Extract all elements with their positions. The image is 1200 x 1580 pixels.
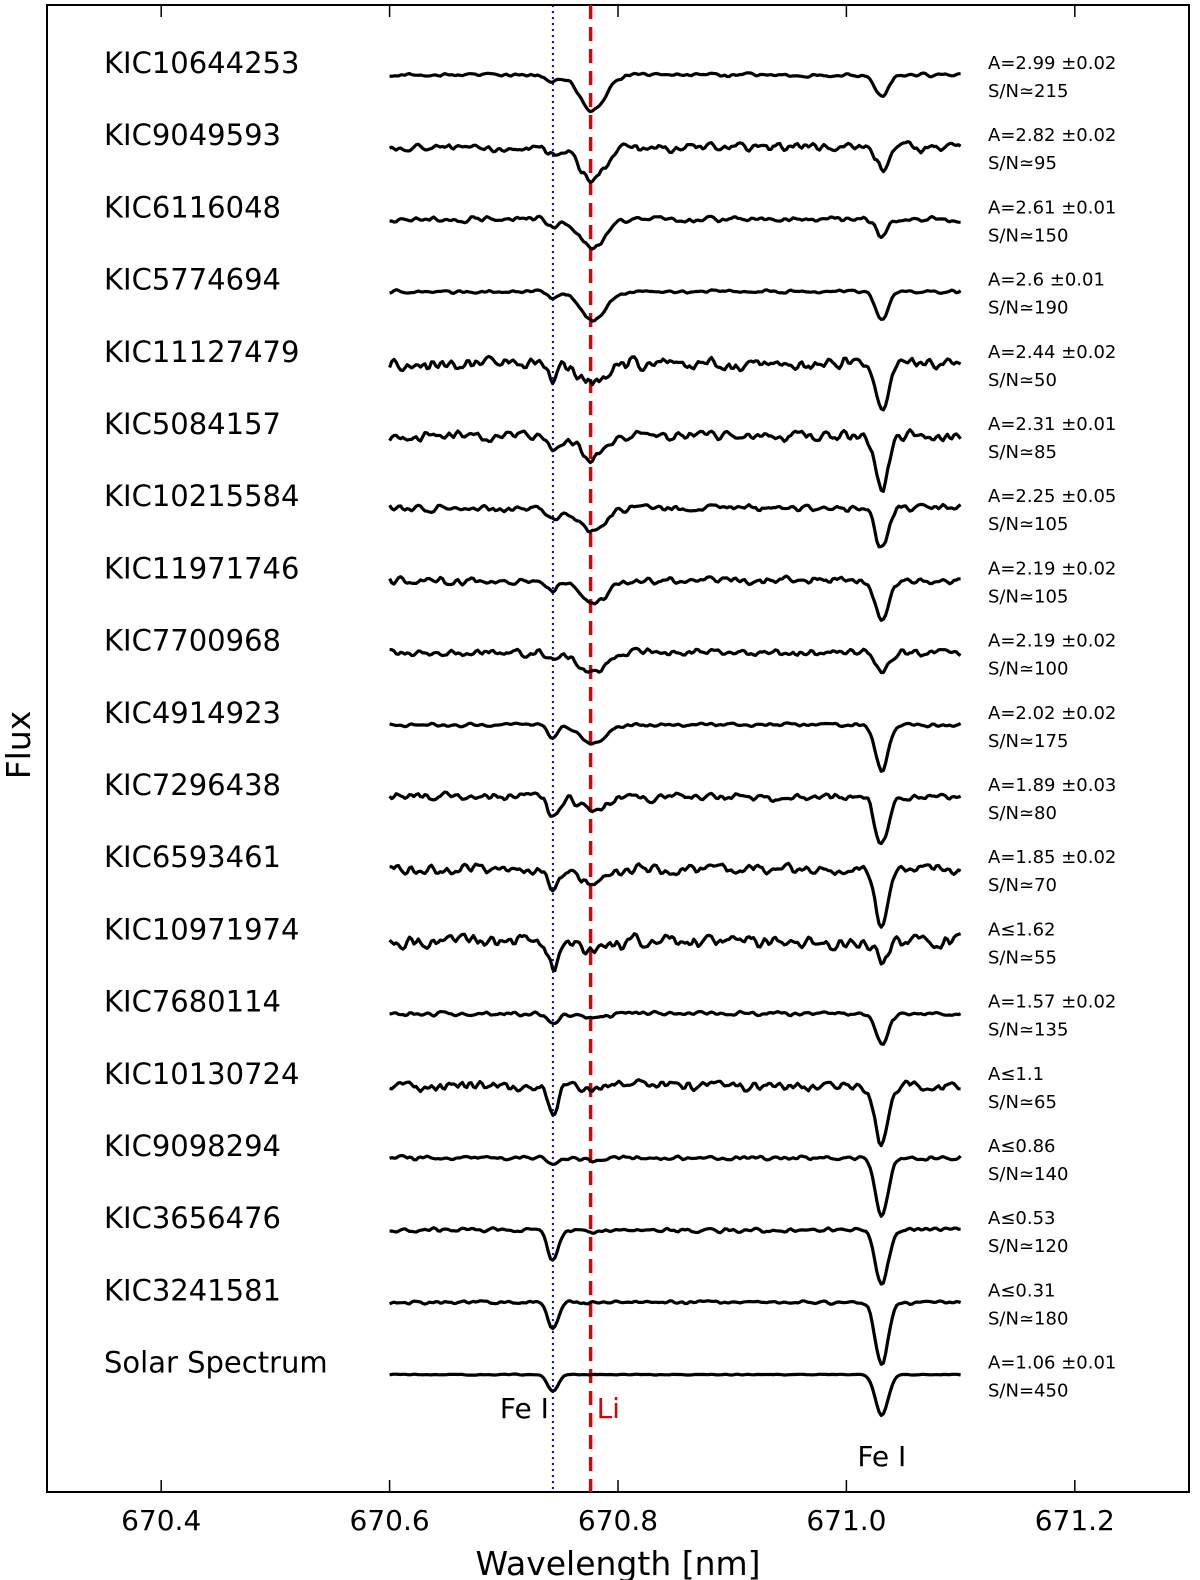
abundance-label: A≤1.62 bbox=[988, 919, 1055, 940]
abundance-label: A=2.61 ±0.01 bbox=[988, 197, 1116, 218]
abundance-label: A=2.31 ±0.01 bbox=[988, 414, 1116, 435]
abundance-label: A=1.85 ±0.02 bbox=[988, 847, 1116, 868]
abundance-label: A=2.02 ±0.02 bbox=[988, 703, 1116, 724]
spectrum-line bbox=[389, 1226, 961, 1286]
star-name-label: KIC11971746 bbox=[104, 551, 299, 585]
abundance-label: A=2.44 ±0.02 bbox=[988, 342, 1116, 363]
snr-label: S/N≃120 bbox=[988, 1236, 1068, 1257]
star-name-label: KIC10971974 bbox=[104, 912, 299, 946]
x-tick-label: 670.6 bbox=[350, 1504, 430, 1537]
abundance-label: A=2.6 ±0.01 bbox=[988, 270, 1105, 291]
snr-label: S/N≃85 bbox=[988, 442, 1057, 463]
spectrum-line bbox=[389, 1009, 962, 1046]
spectrum-line bbox=[389, 288, 962, 323]
spectra-group bbox=[388, 71, 962, 1417]
snr-label: S/N≃80 bbox=[988, 803, 1057, 824]
abundance-label: A=2.82 ±0.02 bbox=[988, 125, 1116, 146]
star-name-label: KIC10130724 bbox=[104, 1057, 299, 1091]
abundance-label: A≤1.1 bbox=[988, 1064, 1044, 1085]
spectrum-line bbox=[389, 214, 961, 251]
spectrum-line bbox=[389, 721, 962, 773]
x-tick-label: 670.4 bbox=[121, 1504, 201, 1537]
y-axis-label: Flux bbox=[0, 711, 38, 780]
star-name-label: KIC6116048 bbox=[104, 190, 281, 224]
reference-lines: Fe I Li Fe I bbox=[500, 5, 906, 1492]
snr-label: S/N≃175 bbox=[988, 731, 1068, 752]
star-name-label: KIC7680114 bbox=[104, 985, 281, 1019]
abundance-label: A≤0.53 bbox=[988, 1208, 1055, 1229]
spectrum-line bbox=[389, 71, 961, 114]
star-name-label: KIC7700968 bbox=[104, 624, 281, 658]
star-name-label: KIC3241581 bbox=[104, 1273, 281, 1307]
li-line-label: Li bbox=[597, 1392, 620, 1425]
abundance-label: A=1.06 ±0.01 bbox=[988, 1353, 1116, 1374]
abundance-label: A=2.19 ±0.02 bbox=[988, 558, 1116, 579]
snr-label: S/N≃135 bbox=[988, 1020, 1068, 1041]
spectrum-line bbox=[389, 1372, 961, 1417]
spectrum-line bbox=[389, 646, 962, 675]
abundance-label: A=1.89 ±0.03 bbox=[988, 775, 1116, 796]
star-name-label: KIC6593461 bbox=[104, 840, 281, 874]
star-name-label: Solar Spectrum bbox=[104, 1346, 328, 1380]
snr-label: S/N≃190 bbox=[988, 298, 1068, 319]
abundance-label: A≤0.31 bbox=[988, 1280, 1055, 1301]
spectrum-line bbox=[388, 932, 962, 973]
snr-label: S/N≃140 bbox=[988, 1164, 1068, 1185]
x-tick-label: 670.8 bbox=[578, 1504, 658, 1537]
abundance-label: A=2.25 ±0.05 bbox=[988, 486, 1116, 507]
abundance-label: A=1.57 ±0.02 bbox=[988, 992, 1116, 1013]
star-name-label: KIC5084157 bbox=[104, 407, 281, 441]
spectrum-line bbox=[388, 574, 961, 622]
snr-label: S/N=450 bbox=[988, 1381, 1068, 1402]
star-name-label: KIC9098294 bbox=[104, 1129, 281, 1163]
snr-label: S/N≃50 bbox=[988, 370, 1057, 391]
spectrum-line bbox=[388, 428, 962, 493]
snr-label: S/N≃55 bbox=[988, 947, 1057, 968]
star-name-label: KIC7296438 bbox=[104, 768, 281, 802]
spectrum-line bbox=[389, 1154, 962, 1218]
snr-label: S/N≃95 bbox=[988, 153, 1057, 174]
star-name-label: KIC4914923 bbox=[104, 696, 281, 730]
snr-label: S/N≃215 bbox=[988, 81, 1068, 102]
snr-label: S/N≃70 bbox=[988, 875, 1057, 896]
snr-label: S/N≃150 bbox=[988, 225, 1068, 246]
spectrum-line bbox=[388, 502, 962, 549]
star-labels: KIC10644253 A=2.99 ±0.02 S/N≃215 KIC9049593… bbox=[104, 46, 1116, 1402]
x-axis-label: Wavelength [nm] bbox=[475, 1544, 760, 1580]
star-name-label: KIC9049593 bbox=[104, 118, 281, 152]
star-name-label: KIC10644253 bbox=[104, 46, 299, 80]
star-name-label: KIC10215584 bbox=[104, 479, 299, 513]
star-name-label: KIC5774694 bbox=[104, 263, 281, 297]
x-tick-label: 671.2 bbox=[1035, 1504, 1115, 1537]
fe-line-label-2: Fe I bbox=[857, 1440, 906, 1473]
snr-label: S/N≃65 bbox=[988, 1092, 1057, 1113]
spectrum-line bbox=[388, 790, 962, 846]
abundance-label: A=2.99 ±0.02 bbox=[988, 53, 1116, 74]
star-name-label: KIC3656476 bbox=[104, 1201, 281, 1235]
spectrum-line bbox=[388, 140, 962, 184]
snr-label: S/N≃105 bbox=[988, 514, 1068, 535]
spectrum-line bbox=[388, 1299, 962, 1366]
abundance-label: A≤0.86 bbox=[988, 1136, 1055, 1157]
snr-label: S/N≃100 bbox=[988, 659, 1068, 680]
spectrum-line bbox=[389, 1078, 961, 1148]
star-name-label: KIC11127479 bbox=[104, 335, 299, 369]
x-axis-ticks: 670.4 670.6 670.8 671.0 671.2 bbox=[121, 5, 1115, 1537]
abundance-label: A=2.19 ±0.02 bbox=[988, 631, 1116, 652]
spectrum-line bbox=[389, 861, 962, 929]
snr-label: S/N≃180 bbox=[988, 1308, 1068, 1329]
snr-label: S/N≃105 bbox=[988, 586, 1068, 607]
spectrum-line bbox=[388, 354, 962, 412]
x-tick-label: 671.0 bbox=[806, 1504, 886, 1537]
fe-line-label: Fe I bbox=[500, 1392, 549, 1425]
